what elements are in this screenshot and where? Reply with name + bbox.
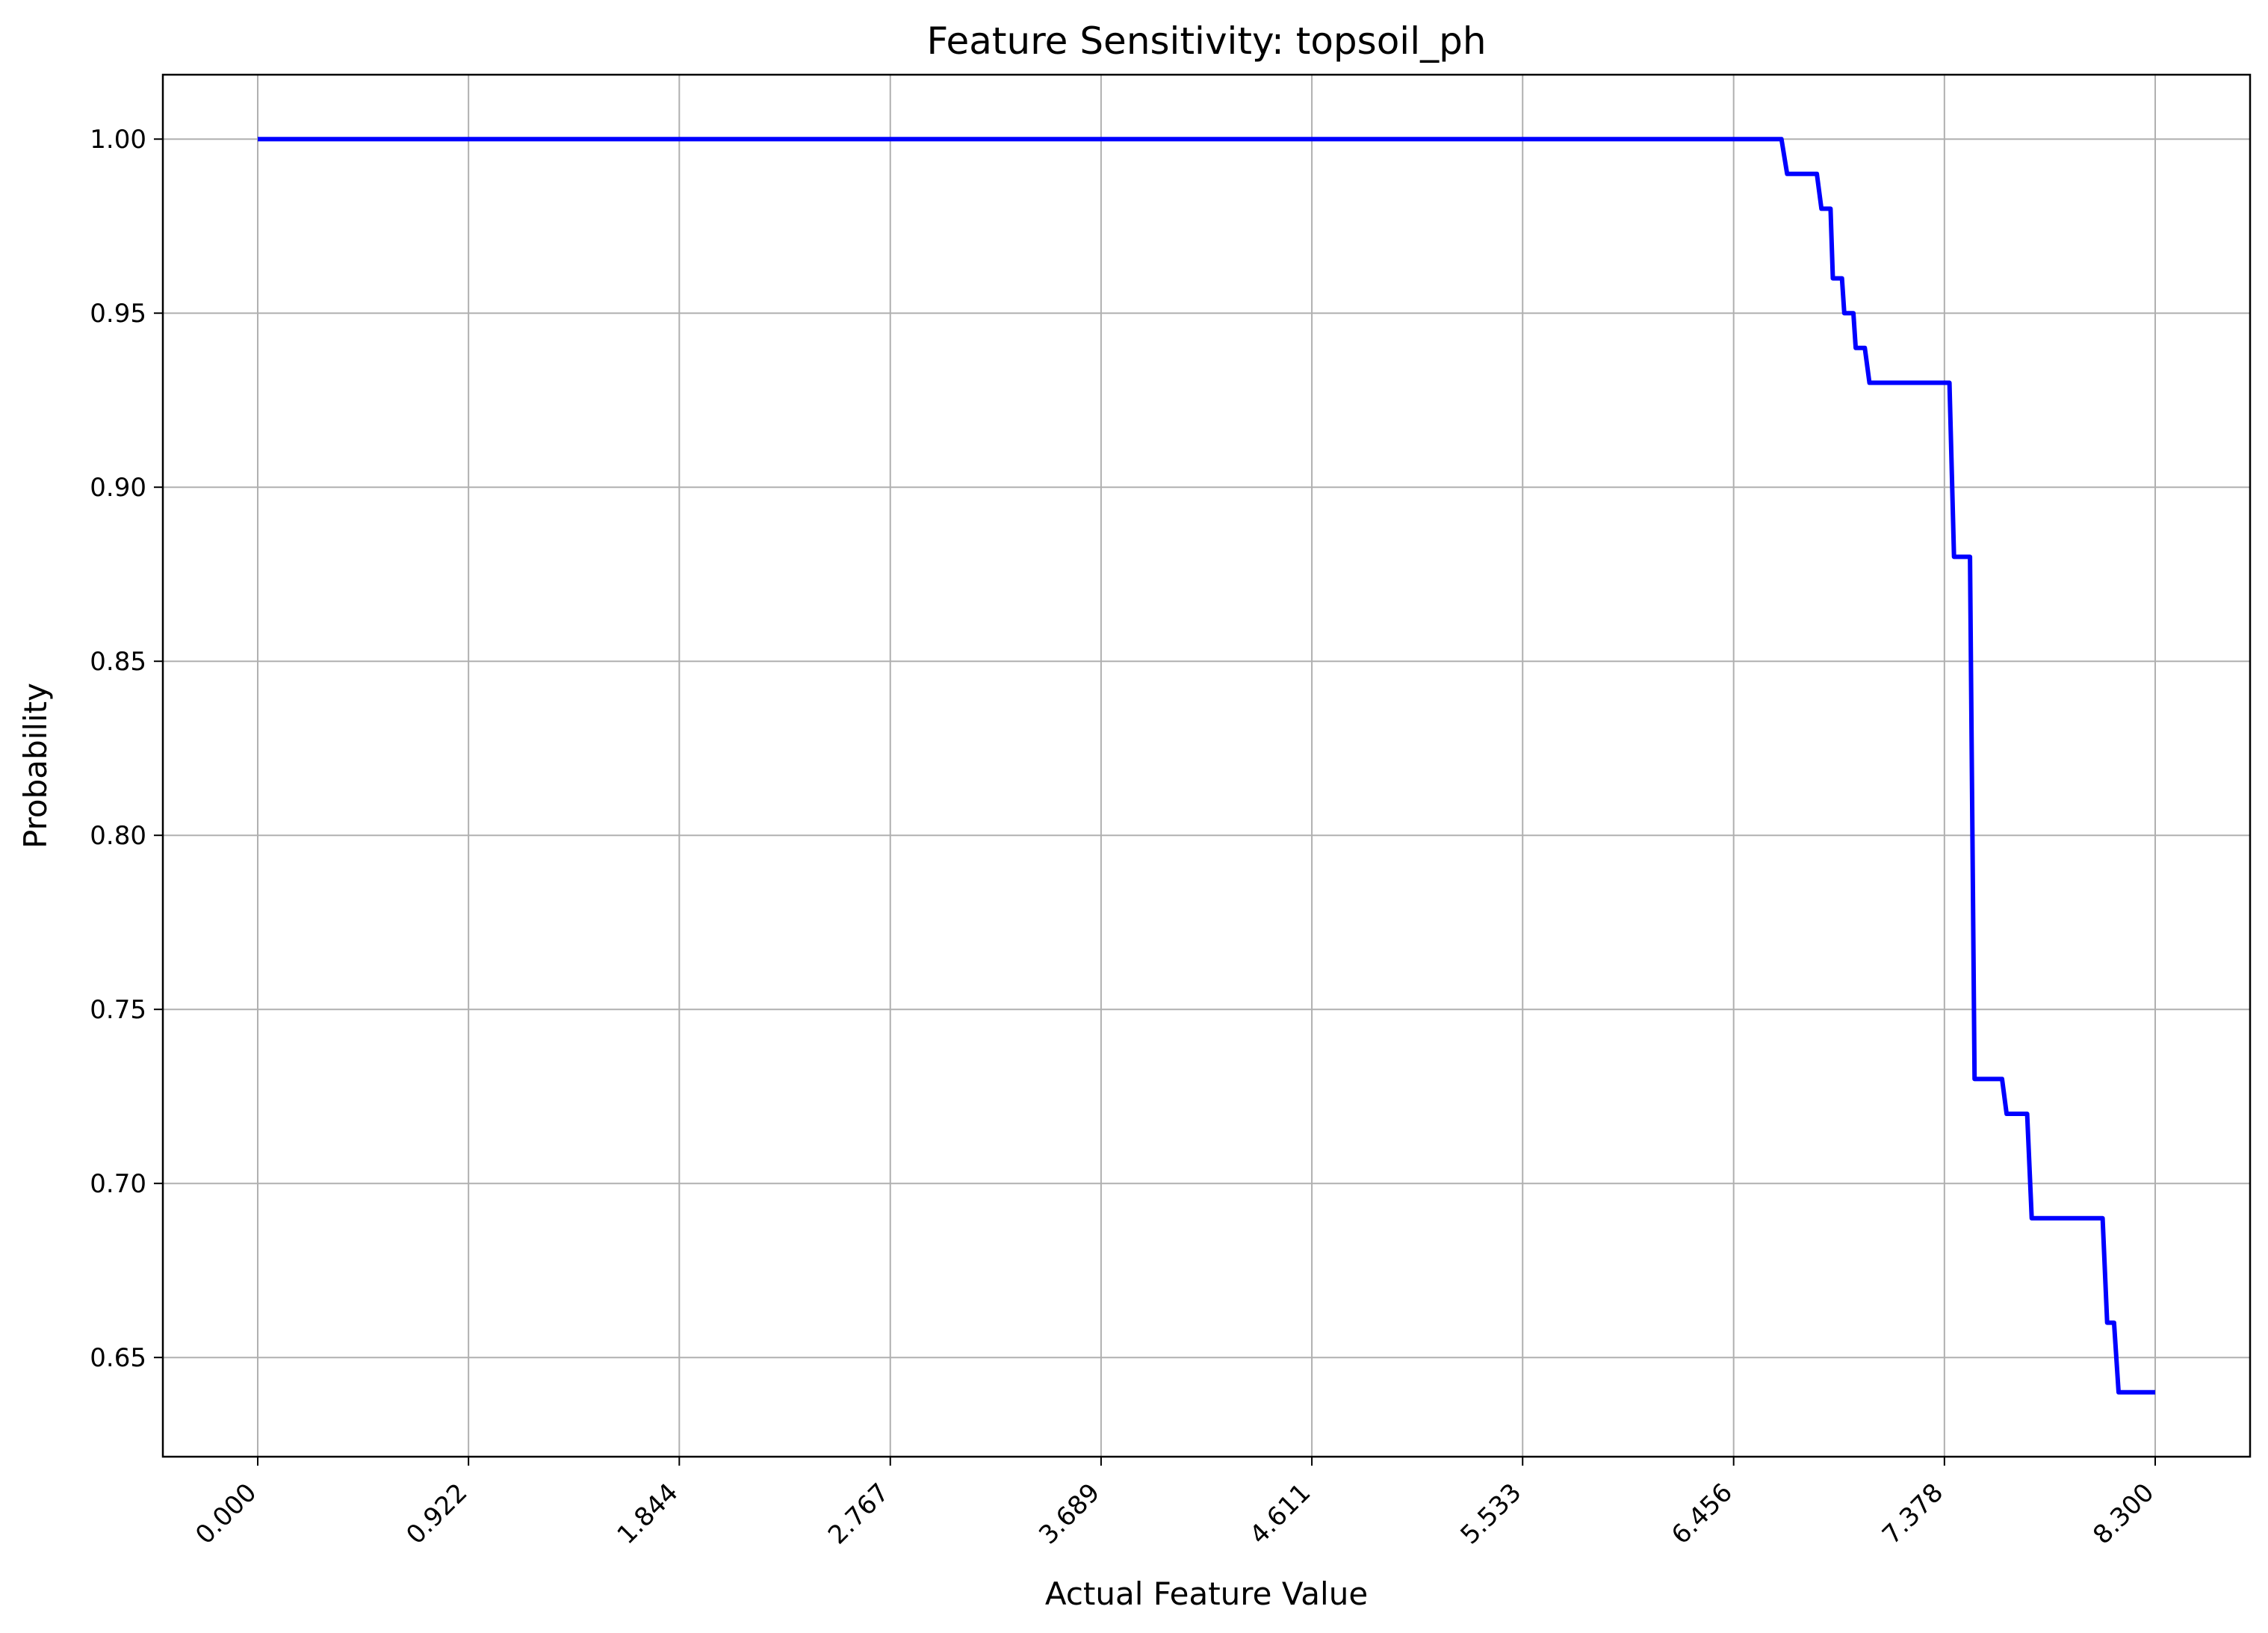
y-tick-label: 0.80 bbox=[90, 821, 146, 851]
y-tick-label: 0.70 bbox=[90, 1169, 146, 1199]
series-layer bbox=[258, 137, 2155, 1395]
y-tick-label: 0.95 bbox=[90, 299, 146, 329]
plot-frame bbox=[161, 73, 2252, 1458]
probability-line bbox=[258, 137, 2155, 1395]
y-axis-label: Probability bbox=[17, 683, 54, 849]
chart-title: Feature Sensitivity: topsoil_ph bbox=[926, 19, 1486, 63]
x-axis-label: Actual Feature Value bbox=[1045, 1575, 1368, 1612]
y-tick-label: 0.85 bbox=[90, 647, 146, 677]
y-tick-label: 1.00 bbox=[90, 125, 146, 155]
y-tick-label: 0.75 bbox=[90, 995, 146, 1025]
y-tick-label: 0.90 bbox=[90, 473, 146, 503]
y-tick-label: 0.65 bbox=[90, 1343, 146, 1373]
